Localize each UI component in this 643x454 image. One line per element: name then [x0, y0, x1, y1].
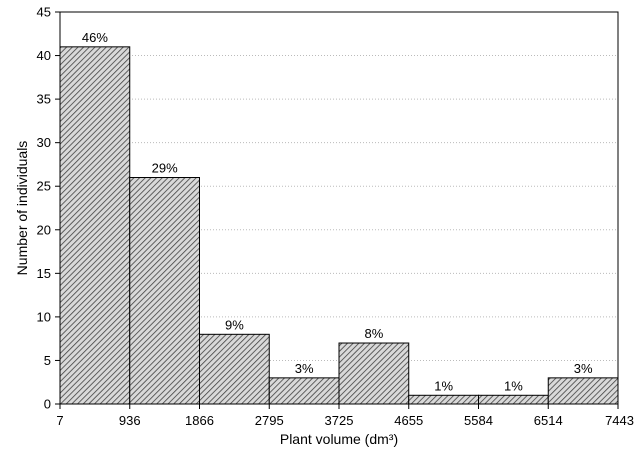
y-tick-label: 45 [37, 5, 51, 20]
bar-data-label: 9% [225, 317, 244, 332]
bars [59, 46, 619, 405]
x-tick-label: 7 [56, 413, 63, 428]
y-tick-label: 40 [37, 48, 51, 63]
histogram-bar [129, 177, 200, 405]
x-tick-label: 2795 [255, 413, 284, 428]
histogram-bar [408, 394, 479, 405]
bar-data-label: 3% [295, 361, 314, 376]
histogram-bar [59, 46, 131, 405]
y-axis: 0 5 10 15 20 25 30 35 40 45 [37, 5, 60, 412]
y-tick-label: 10 [37, 309, 51, 324]
x-axis-title: Plant volume (dm³) [280, 431, 398, 447]
histogram-bar [478, 394, 549, 405]
bar-data-label: 3% [574, 361, 593, 376]
histogram-bar [199, 333, 270, 405]
y-tick-label: 15 [37, 266, 51, 281]
y-tick-label: 20 [37, 222, 51, 237]
bar-data-label: 29% [152, 161, 178, 176]
bar-data-label: 1% [504, 378, 523, 393]
x-tick-label: 1866 [185, 413, 214, 428]
data-labels: 46% 29% 9% 3% 8% 1% 1% 3% [82, 30, 593, 393]
x-axis: 7 936 1866 2795 3725 4655 5584 6514 7443 [56, 404, 634, 428]
y-tick-label: 30 [37, 135, 51, 150]
x-tick-label: 7443 [605, 413, 634, 428]
bar-data-label: 8% [364, 326, 383, 341]
histogram-bar [338, 342, 410, 405]
histogram-bar [547, 377, 619, 405]
y-tick-label: 35 [37, 92, 51, 107]
y-axis-title: Number of individuals [14, 141, 30, 276]
bar-data-label: 46% [82, 30, 108, 45]
y-tick-label: 25 [37, 179, 51, 194]
x-tick-label: 6514 [534, 413, 563, 428]
x-tick-label: 3725 [325, 413, 354, 428]
x-tick-label: 4655 [394, 413, 423, 428]
x-tick-label: 936 [119, 413, 141, 428]
y-tick-label: 0 [44, 397, 51, 412]
bar-data-label: 1% [434, 378, 453, 393]
y-tick-label: 5 [44, 353, 51, 368]
histogram-bar [268, 377, 340, 405]
x-tick-label: 5584 [464, 413, 493, 428]
